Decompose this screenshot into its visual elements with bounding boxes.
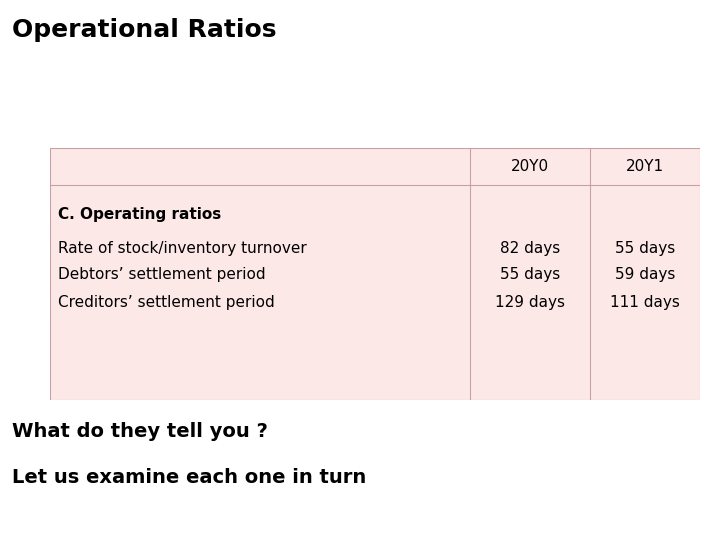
Text: What do they tell you ?: What do they tell you ? — [12, 422, 268, 441]
Text: 111 days: 111 days — [610, 294, 680, 309]
Text: Debtors’ settlement period: Debtors’ settlement period — [58, 267, 266, 282]
Text: Creditors’ settlement period: Creditors’ settlement period — [58, 294, 275, 309]
Text: 55 days: 55 days — [615, 240, 675, 255]
Text: 82 days: 82 days — [500, 240, 560, 255]
Text: 55 days: 55 days — [500, 267, 560, 282]
Text: Operational Ratios: Operational Ratios — [12, 18, 276, 42]
Text: 59 days: 59 days — [615, 267, 675, 282]
Text: C. Operating ratios: C. Operating ratios — [58, 207, 221, 222]
Text: Let us examine each one in turn: Let us examine each one in turn — [12, 468, 366, 487]
Text: 129 days: 129 days — [495, 294, 565, 309]
Text: 20Y1: 20Y1 — [626, 159, 664, 174]
Text: 20Y0: 20Y0 — [511, 159, 549, 174]
Text: Rate of stock/inventory turnover: Rate of stock/inventory turnover — [58, 240, 307, 255]
